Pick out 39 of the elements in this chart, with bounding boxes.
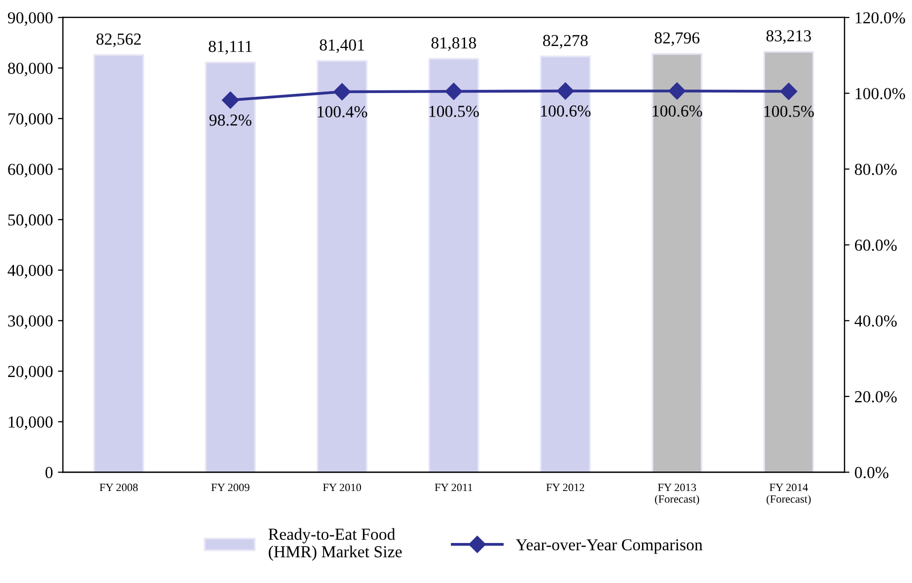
data-label: 82,796 <box>654 32 700 46</box>
x-tick-label: FY 2013 (Forecast) <box>654 484 700 506</box>
y-tick-label: 0 <box>46 466 53 478</box>
x-tick-label: FY 2011 <box>434 484 472 492</box>
data-label: 82,278 <box>543 34 588 49</box>
data-label: 82,562 <box>96 33 141 48</box>
y-tick-label: 50,000 <box>8 214 53 228</box>
data-label: 100.4% <box>318 106 368 118</box>
x-tick-label: FY 2009 <box>211 484 250 492</box>
data-label: 81,401 <box>320 39 364 54</box>
y2-tick-label: 80.0% <box>854 164 897 176</box>
y-tick-label: 90,000 <box>8 12 53 26</box>
x-tick-label: FY 2010 <box>322 484 362 492</box>
y2-tick-label: 60.0% <box>854 240 897 251</box>
y-tick-label: 30,000 <box>8 315 53 329</box>
y2-tick-label: 120.0% <box>856 12 906 24</box>
data-label: 98.2% <box>209 114 252 126</box>
data-label: 100.6% <box>652 105 702 117</box>
y2-tick-label: 40.0% <box>854 315 897 327</box>
y-tick-label: 80,000 <box>8 62 53 76</box>
data-label: 81,111 <box>208 40 252 54</box>
data-label: 100.5% <box>429 106 479 118</box>
y-tick-label: 10,000 <box>8 416 53 430</box>
y-tick-label: 70,000 <box>8 113 53 127</box>
y2-tick-label: 20.0% <box>854 391 897 402</box>
x-tick-label: FY 2012 <box>546 484 584 492</box>
x-tick-label: FY 2014 (Forecast) <box>766 484 811 506</box>
x-tick-label: FY 2008 <box>100 484 138 492</box>
legend-label: Year-over-Year Comparison <box>516 539 702 554</box>
data-label: 100.6% <box>541 105 590 117</box>
data-label: 100.5% <box>764 106 814 118</box>
data-label: 83,213 <box>766 30 811 44</box>
y2-tick-label: 100.0% <box>856 88 906 100</box>
y-tick-label: 20,000 <box>8 366 53 380</box>
y-tick-label: 60,000 <box>8 164 53 178</box>
data-label: 81,818 <box>431 37 476 51</box>
y-tick-label: 40,000 <box>8 264 53 278</box>
y2-tick-label: 0.0% <box>854 466 888 478</box>
legend-label: Ready-to-Eat Food (HMR) Market Size <box>268 528 402 561</box>
